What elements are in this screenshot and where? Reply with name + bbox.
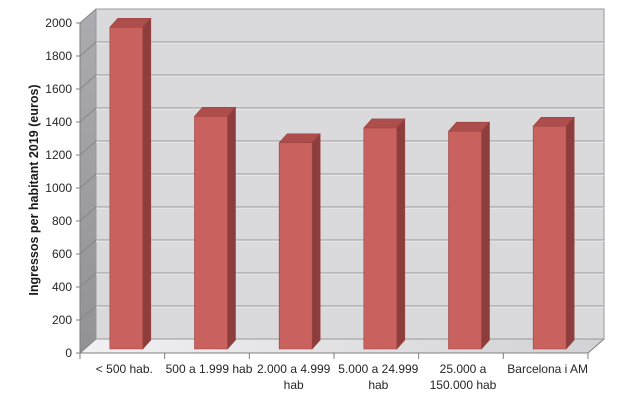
- x-category-label: 500 a 1.999 hab: [153, 361, 265, 377]
- y-tick-label: 200: [51, 313, 72, 327]
- bar-front-face: [448, 130, 482, 350]
- bar: [532, 116, 575, 350]
- bar-side-face: [396, 118, 406, 350]
- bar: [278, 132, 321, 350]
- x-category-label-line: 2.000 a 4.999: [256, 362, 331, 376]
- y-tick-label: 1400: [45, 115, 72, 129]
- bar-side-face: [311, 132, 321, 350]
- wall-gridline-connector: [79, 206, 97, 222]
- y-tick-label: 800: [51, 214, 72, 228]
- x-category-label: 25.000 a 150.000 hab: [407, 361, 519, 393]
- x-category-label: < 500 hab.: [68, 361, 180, 377]
- wall-gridline-connector: [79, 41, 97, 57]
- wall-gridline-connector: [79, 239, 97, 255]
- bar-side-face: [142, 17, 152, 350]
- bar-front-face: [532, 125, 567, 350]
- floor: [80, 339, 604, 353]
- wall-gridline-connector: [79, 74, 97, 90]
- bar: [447, 121, 491, 350]
- wall-gridline-connector: [79, 107, 97, 123]
- bar-side-face: [565, 116, 575, 350]
- x-category-label-line: 500 a 1.999 hab: [165, 362, 253, 376]
- bar-front-face: [363, 127, 398, 350]
- bar-front-face: [109, 26, 144, 350]
- bar-front-face: [194, 116, 228, 350]
- x-category-label-line: hab: [283, 378, 304, 392]
- x-category-label: 5.000 a 24.999 hab: [322, 361, 434, 393]
- y-tick-label: 1200: [45, 148, 72, 162]
- wall-gridline-connector: [79, 173, 97, 189]
- bar-side-face: [227, 106, 236, 350]
- wall-gridline-connector: [79, 338, 97, 354]
- y-tick-label: 400: [51, 280, 72, 294]
- bar-front-face: [278, 142, 313, 350]
- y-tick-label: 1000: [45, 181, 72, 195]
- y-tick-label: 1600: [45, 82, 72, 96]
- wall-gridline-connector: [79, 305, 97, 321]
- x-category-label-line: hab: [368, 378, 389, 392]
- x-category-label: 2.000 a 4.999 hab: [238, 361, 350, 393]
- x-category-label-line: 150.000 hab: [429, 378, 497, 392]
- x-category-label-line: Barcelona i AM: [507, 362, 589, 376]
- y-tick-label: 600: [51, 247, 72, 261]
- x-category-label-line: 25.000 a: [439, 362, 487, 376]
- wall-gridline-connector: [79, 8, 97, 24]
- y-tick-label: 1800: [45, 49, 72, 63]
- bar: [193, 106, 237, 350]
- bar: [109, 17, 152, 350]
- bar-side-face: [481, 121, 490, 350]
- floor-right-edge: [587, 338, 605, 354]
- wall-gridline-connector: [79, 140, 97, 156]
- x-category-label: Barcelona i AM: [492, 361, 604, 377]
- x-category-label-line: 5.000 a 24.999: [338, 362, 419, 376]
- x-category-label-line: < 500 hab.: [95, 362, 153, 376]
- bar: [363, 118, 406, 350]
- y-tick-label: 2000: [45, 16, 72, 30]
- y-tick-label: 0: [65, 346, 72, 360]
- wall-gridline-connector: [79, 272, 97, 288]
